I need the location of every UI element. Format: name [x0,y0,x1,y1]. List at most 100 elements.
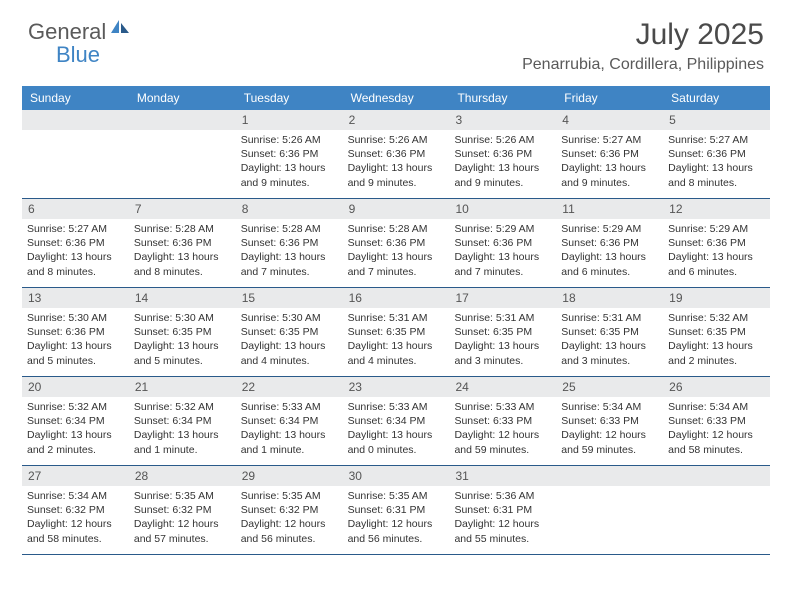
day-details: Sunrise: 5:26 AMSunset: 6:36 PMDaylight:… [449,130,556,196]
logo: General Blue [28,18,132,45]
day-number: 21 [129,377,236,397]
weeks-container: 1Sunrise: 5:26 AMSunset: 6:36 PMDaylight… [22,110,770,555]
day-cell: 16Sunrise: 5:31 AMSunset: 6:35 PMDayligh… [343,288,450,376]
empty-day-cell [556,466,663,554]
daylight-line: Daylight: 13 hours and 7 minutes. [348,250,445,278]
day-details: Sunrise: 5:32 AMSunset: 6:34 PMDaylight:… [22,397,129,463]
daylight-line: Daylight: 13 hours and 1 minute. [134,428,231,456]
day-number: 20 [22,377,129,397]
day-number: 11 [556,199,663,219]
sunset-line: Sunset: 6:36 PM [348,147,445,161]
day-cell: 28Sunrise: 5:35 AMSunset: 6:32 PMDayligh… [129,466,236,554]
sunset-line: Sunset: 6:35 PM [668,325,765,339]
day-details: Sunrise: 5:27 AMSunset: 6:36 PMDaylight:… [663,130,770,196]
day-cell: 3Sunrise: 5:26 AMSunset: 6:36 PMDaylight… [449,110,556,198]
day-header-row: SundayMondayTuesdayWednesdayThursdayFrid… [22,86,770,110]
day-details: Sunrise: 5:33 AMSunset: 6:33 PMDaylight:… [449,397,556,463]
day-number: 13 [22,288,129,308]
sunset-line: Sunset: 6:36 PM [241,236,338,250]
day-cell: 2Sunrise: 5:26 AMSunset: 6:36 PMDaylight… [343,110,450,198]
sunset-line: Sunset: 6:34 PM [27,414,124,428]
day-number: 24 [449,377,556,397]
day-header: Monday [129,86,236,110]
daylight-line: Daylight: 12 hours and 57 minutes. [134,517,231,545]
sunrise-line: Sunrise: 5:27 AM [561,133,658,147]
week-row: 20Sunrise: 5:32 AMSunset: 6:34 PMDayligh… [22,377,770,466]
daylight-line: Daylight: 13 hours and 0 minutes. [348,428,445,456]
sunrise-line: Sunrise: 5:35 AM [134,489,231,503]
day-details: Sunrise: 5:31 AMSunset: 6:35 PMDaylight:… [449,308,556,374]
day-header: Thursday [449,86,556,110]
sunrise-line: Sunrise: 5:31 AM [348,311,445,325]
sunrise-line: Sunrise: 5:28 AM [241,222,338,236]
sunrise-line: Sunrise: 5:30 AM [241,311,338,325]
day-number: 28 [129,466,236,486]
day-cell: 24Sunrise: 5:33 AMSunset: 6:33 PMDayligh… [449,377,556,465]
day-cell: 26Sunrise: 5:34 AMSunset: 6:33 PMDayligh… [663,377,770,465]
day-number-blank [556,466,663,486]
sunset-line: Sunset: 6:36 PM [668,147,765,161]
sunrise-line: Sunrise: 5:34 AM [668,400,765,414]
sunrise-line: Sunrise: 5:28 AM [134,222,231,236]
sunset-line: Sunset: 6:32 PM [134,503,231,517]
day-details: Sunrise: 5:33 AMSunset: 6:34 PMDaylight:… [236,397,343,463]
day-details: Sunrise: 5:30 AMSunset: 6:35 PMDaylight:… [129,308,236,374]
sunrise-line: Sunrise: 5:34 AM [561,400,658,414]
sunset-line: Sunset: 6:36 PM [454,236,551,250]
day-details: Sunrise: 5:29 AMSunset: 6:36 PMDaylight:… [663,219,770,285]
logo-text-general: General [28,19,106,45]
daylight-line: Daylight: 13 hours and 4 minutes. [348,339,445,367]
day-cell: 21Sunrise: 5:32 AMSunset: 6:34 PMDayligh… [129,377,236,465]
day-details: Sunrise: 5:29 AMSunset: 6:36 PMDaylight:… [449,219,556,285]
sunset-line: Sunset: 6:33 PM [454,414,551,428]
daylight-line: Daylight: 12 hours and 56 minutes. [241,517,338,545]
day-number: 30 [343,466,450,486]
day-cell: 11Sunrise: 5:29 AMSunset: 6:36 PMDayligh… [556,199,663,287]
day-details: Sunrise: 5:33 AMSunset: 6:34 PMDaylight:… [343,397,450,463]
day-number-blank [22,110,129,130]
sunset-line: Sunset: 6:31 PM [348,503,445,517]
sunset-line: Sunset: 6:35 PM [454,325,551,339]
daylight-line: Daylight: 13 hours and 8 minutes. [27,250,124,278]
day-number: 10 [449,199,556,219]
day-number: 2 [343,110,450,130]
day-number: 15 [236,288,343,308]
day-details: Sunrise: 5:35 AMSunset: 6:32 PMDaylight:… [236,486,343,552]
day-number: 19 [663,288,770,308]
day-cell: 12Sunrise: 5:29 AMSunset: 6:36 PMDayligh… [663,199,770,287]
daylight-line: Daylight: 13 hours and 6 minutes. [561,250,658,278]
sunset-line: Sunset: 6:35 PM [561,325,658,339]
day-cell: 19Sunrise: 5:32 AMSunset: 6:35 PMDayligh… [663,288,770,376]
sunrise-line: Sunrise: 5:29 AM [668,222,765,236]
sunset-line: Sunset: 6:36 PM [348,236,445,250]
sunrise-line: Sunrise: 5:26 AM [348,133,445,147]
sunset-line: Sunset: 6:33 PM [668,414,765,428]
sunset-line: Sunset: 6:36 PM [561,236,658,250]
day-details: Sunrise: 5:27 AMSunset: 6:36 PMDaylight:… [22,219,129,285]
day-details: Sunrise: 5:35 AMSunset: 6:32 PMDaylight:… [129,486,236,552]
day-number: 5 [663,110,770,130]
day-cell: 1Sunrise: 5:26 AMSunset: 6:36 PMDaylight… [236,110,343,198]
sunrise-line: Sunrise: 5:33 AM [454,400,551,414]
day-cell: 27Sunrise: 5:34 AMSunset: 6:32 PMDayligh… [22,466,129,554]
day-details: Sunrise: 5:34 AMSunset: 6:33 PMDaylight:… [556,397,663,463]
daylight-line: Daylight: 12 hours and 59 minutes. [561,428,658,456]
day-cell: 23Sunrise: 5:33 AMSunset: 6:34 PMDayligh… [343,377,450,465]
day-header: Sunday [22,86,129,110]
sunrise-line: Sunrise: 5:29 AM [454,222,551,236]
daylight-line: Daylight: 12 hours and 58 minutes. [668,428,765,456]
day-details: Sunrise: 5:32 AMSunset: 6:35 PMDaylight:… [663,308,770,374]
day-details: Sunrise: 5:29 AMSunset: 6:36 PMDaylight:… [556,219,663,285]
day-details: Sunrise: 5:35 AMSunset: 6:31 PMDaylight:… [343,486,450,552]
sunrise-line: Sunrise: 5:28 AM [348,222,445,236]
daylight-line: Daylight: 13 hours and 1 minute. [241,428,338,456]
day-header: Friday [556,86,663,110]
empty-day-cell [663,466,770,554]
sunrise-line: Sunrise: 5:34 AM [27,489,124,503]
week-row: 6Sunrise: 5:27 AMSunset: 6:36 PMDaylight… [22,199,770,288]
day-cell: 22Sunrise: 5:33 AMSunset: 6:34 PMDayligh… [236,377,343,465]
sunrise-line: Sunrise: 5:32 AM [134,400,231,414]
sunset-line: Sunset: 6:36 PM [561,147,658,161]
day-number: 8 [236,199,343,219]
logo-sail-icon [110,18,130,39]
